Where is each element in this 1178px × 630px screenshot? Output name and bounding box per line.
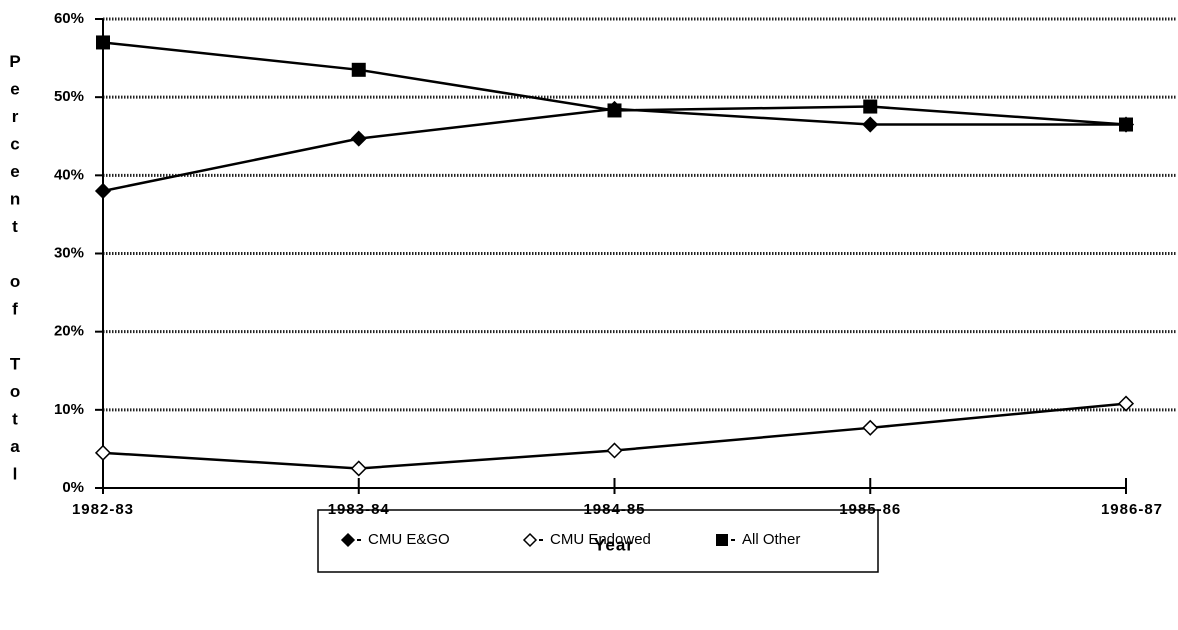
y-tick-label: 30%	[54, 244, 84, 261]
y-tick-label: 60%	[54, 10, 84, 27]
x-tick-label: 1986-87	[1101, 501, 1163, 518]
data-point	[351, 62, 366, 77]
legend-marker	[340, 532, 356, 548]
data-point	[94, 182, 112, 200]
series-line	[102, 402, 1127, 470]
data-point	[606, 442, 623, 459]
x-tick-label: 1985-86	[839, 501, 901, 518]
y-tick-label: 10%	[54, 401, 84, 418]
x-axis-title: Year	[594, 535, 634, 554]
data-point	[96, 35, 110, 50]
series-line	[102, 107, 1126, 193]
legend-box	[317, 509, 879, 573]
legend-marker	[522, 532, 538, 548]
y-tick-label: 40%	[54, 166, 84, 183]
y-tick-label: 20%	[54, 323, 84, 340]
data-point	[1117, 395, 1135, 412]
legend-label: CMU E&GO	[368, 531, 450, 548]
data-point	[607, 103, 622, 118]
data-point	[862, 419, 879, 436]
data-point	[350, 460, 367, 477]
data-point	[863, 99, 878, 114]
data-point	[1119, 117, 1133, 132]
x-tick-label: 1983-84	[328, 501, 390, 518]
x-tick-label: 1984-85	[583, 501, 645, 518]
data-point	[94, 444, 112, 461]
y-tick-label: 0%	[62, 479, 84, 496]
data-point	[862, 116, 879, 133]
legend-marker	[716, 534, 728, 546]
y-tick-label: 50%	[54, 88, 84, 105]
legend-label: CMU Endowed	[550, 531, 651, 548]
y-axis-title: Percent of Total	[6, 52, 25, 492]
legend-label: All Other	[742, 531, 800, 548]
data-point	[350, 130, 367, 147]
x-tick-label: 1982-83	[72, 501, 134, 518]
